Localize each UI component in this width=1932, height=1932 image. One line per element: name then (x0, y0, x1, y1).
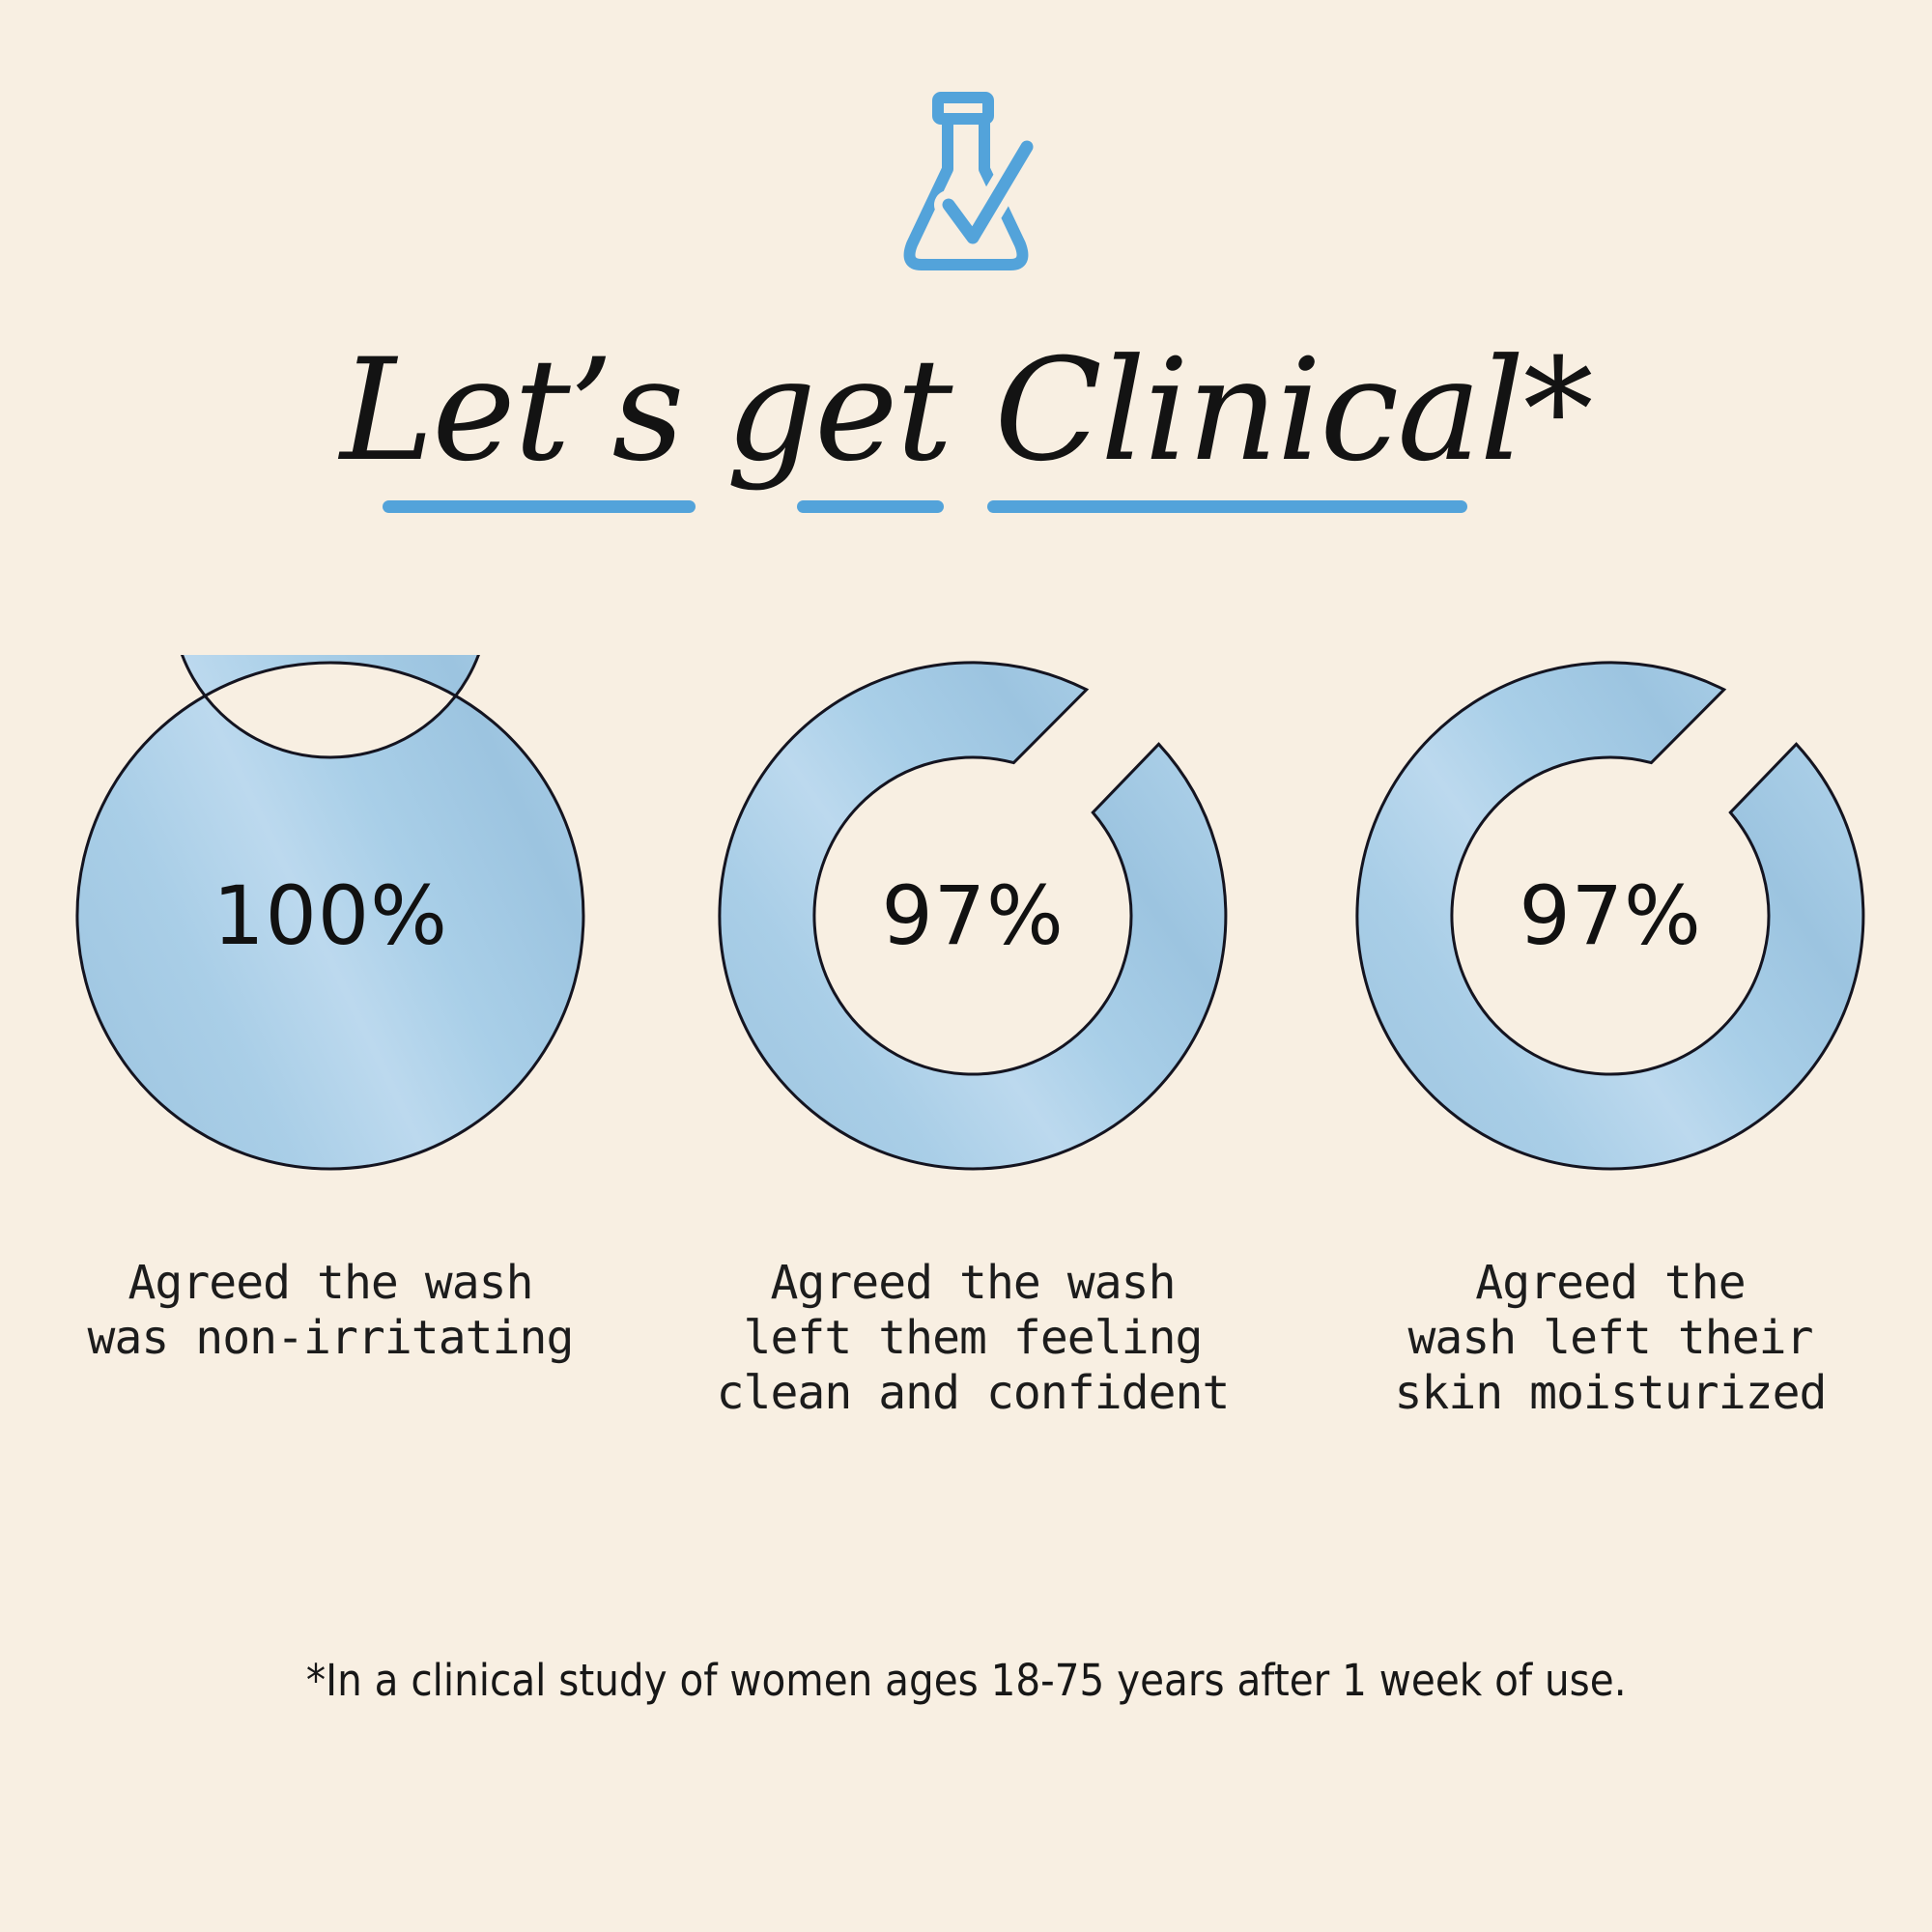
percent-label: 97% (881, 868, 1065, 963)
flask-check-icon (903, 92, 1037, 270)
donut-ring (1355, 661, 1865, 1171)
title-underline-2 (797, 500, 944, 513)
title-underline-3 (987, 500, 1467, 513)
stat-caption-non-irritating: Agreed the wash was non-irritating (87, 1256, 575, 1365)
donut-ring (718, 661, 1228, 1171)
donut-ring (75, 655, 585, 1171)
page-title: Let’s get Clinical* (340, 328, 1594, 493)
donut-chart-clean-confident: 97% (712, 655, 1234, 1177)
stat-caption-moisturized: Agreed the wash left their skin moisturi… (1394, 1256, 1827, 1420)
footnote: *In a clinical study of women ages 18-75… (0, 1654, 1932, 1708)
check-icon (942, 140, 1034, 244)
stat-caption-clean-confident: Agreed the wash left them feeling clean … (716, 1256, 1231, 1420)
footnote-text: *In a clinical study of women ages 18-75… (305, 1655, 1627, 1706)
donut-chart-non-irritating: 100% (70, 655, 591, 1177)
donut-chart-moisturized: 97% (1350, 655, 1871, 1177)
title-underline-1 (383, 500, 696, 513)
percent-label: 97% (1519, 868, 1702, 963)
percent-label: 100% (213, 868, 448, 963)
